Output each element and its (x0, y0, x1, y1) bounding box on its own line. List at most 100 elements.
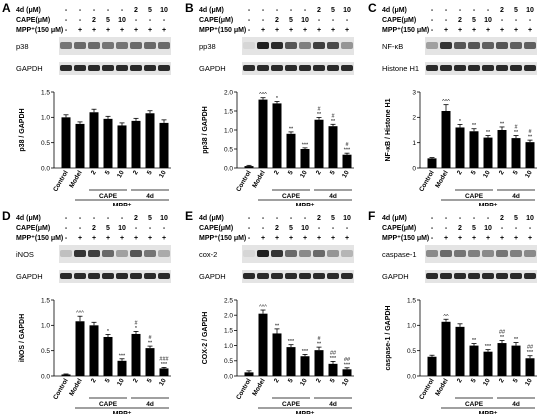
blot-band (271, 273, 283, 279)
x-tick-label: 10 (299, 169, 309, 179)
panel-letter: D (2, 209, 11, 223)
blot-band (426, 250, 438, 257)
blot-band (440, 65, 452, 71)
treatment-value: - (304, 7, 307, 14)
y-tick-label: 0.5 (224, 358, 233, 365)
significance-hash: ## (527, 345, 534, 351)
blot-band (454, 42, 466, 49)
treatment-value: + (289, 235, 293, 242)
band-label-top: caspase-1 (382, 250, 417, 259)
treatment-value: - (262, 7, 265, 14)
significance-star: *** (485, 344, 492, 350)
panel-letter: F (368, 209, 375, 223)
blot-band (116, 42, 128, 49)
treatment-row-label: 4d (μM) (16, 215, 41, 222)
blot-band (88, 250, 100, 257)
treatment-value: - (135, 225, 138, 232)
treatment-row-label: MPP⁺(150 μM) (382, 27, 429, 34)
bar (441, 111, 451, 168)
treatment-value: 2 (458, 17, 462, 24)
blot-band (524, 273, 536, 279)
blot-band (158, 65, 170, 71)
treatment-value: - (79, 17, 82, 24)
treatment-value: + (500, 27, 504, 34)
x-tick-label: 5 (470, 169, 478, 176)
significance-star: ** (472, 338, 477, 344)
bar (286, 133, 296, 168)
blot-band (74, 250, 86, 257)
blot-band (285, 65, 297, 71)
treatment-value: - (529, 225, 532, 232)
treatment-value: - (473, 215, 476, 222)
y-axis-label: p38 / GAPDH (19, 108, 26, 151)
blot-band (271, 250, 283, 257)
treatment-value: 5 (472, 225, 476, 232)
x-tick-label: 10 (524, 169, 534, 179)
blot-band (144, 65, 156, 71)
blot-band (257, 65, 269, 71)
mpp-group-label: MPP⁺ (479, 411, 498, 414)
x-tick-label: Model (68, 377, 84, 397)
x-tick-label: 2 (90, 169, 98, 176)
significance-star: *** (344, 148, 351, 154)
blot-background (425, 37, 537, 55)
significance-hash: ## (344, 357, 351, 363)
blot-band (510, 273, 522, 279)
significance-hash: # (317, 106, 321, 112)
treatment-value: + (486, 235, 490, 242)
treatment-value: + (134, 235, 138, 242)
treatment-row-label: 4d (μM) (199, 215, 224, 222)
y-tick-label: 0 (412, 165, 416, 172)
treatment-value: 10 (484, 17, 492, 24)
treatment-value: + (120, 27, 124, 34)
bar (272, 103, 282, 168)
y-axis-label: caspase-1 / GAPDH (385, 306, 392, 371)
treatment-value: - (431, 7, 434, 14)
bar (131, 333, 141, 376)
y-tick-label: 3 (412, 89, 416, 96)
bar (89, 325, 99, 376)
blot-band (243, 273, 255, 279)
significance-star: *** (527, 350, 534, 356)
treatment-value: 10 (160, 7, 168, 14)
bar (511, 138, 521, 168)
significance-star: ** (514, 337, 519, 343)
x-tick-label: 10 (158, 377, 168, 387)
y-tick-label: 1.5 (41, 297, 50, 304)
y-tick-label: 1.0 (224, 127, 233, 134)
treatment-row-label: MPP⁺(150 μM) (199, 27, 246, 34)
significance-star: ^^^ (259, 92, 267, 98)
panel-letter: C (368, 1, 377, 15)
treatment-value: + (500, 235, 504, 242)
significance-hash: # (317, 336, 321, 342)
x-tick-label: 5 (470, 377, 478, 384)
treatment-value: 5 (514, 7, 518, 14)
bar (159, 368, 169, 376)
blot-background (425, 270, 537, 283)
y-tick-label: 1.5 (41, 89, 50, 96)
treatment-value: - (445, 17, 448, 24)
band-label-top: iNOS (16, 250, 34, 259)
x-tick-label: 10 (116, 169, 126, 179)
treatment-row-label: MPP⁺(150 μM) (199, 235, 246, 242)
treatment-value: - (445, 7, 448, 14)
treatment-value: - (65, 7, 68, 14)
x-tick-label: 2 (90, 377, 98, 384)
blot-background (425, 62, 537, 75)
treatment-row-label: CAPE(μM) (16, 17, 50, 24)
blot-band (482, 250, 494, 257)
x-tick-label: 5 (512, 169, 520, 176)
blot-band (285, 42, 297, 49)
blot-band (257, 42, 269, 49)
significance-star: ^^ (443, 314, 449, 320)
blot-band (327, 42, 339, 49)
bar (469, 131, 479, 168)
x-tick-label: 5 (104, 169, 112, 176)
treatment-value: + (162, 27, 166, 34)
blot-band (327, 250, 339, 257)
y-tick-label: 1.0 (41, 323, 50, 330)
band-label-top: pp38 (199, 42, 216, 51)
x-tick-label: 5 (287, 169, 295, 176)
